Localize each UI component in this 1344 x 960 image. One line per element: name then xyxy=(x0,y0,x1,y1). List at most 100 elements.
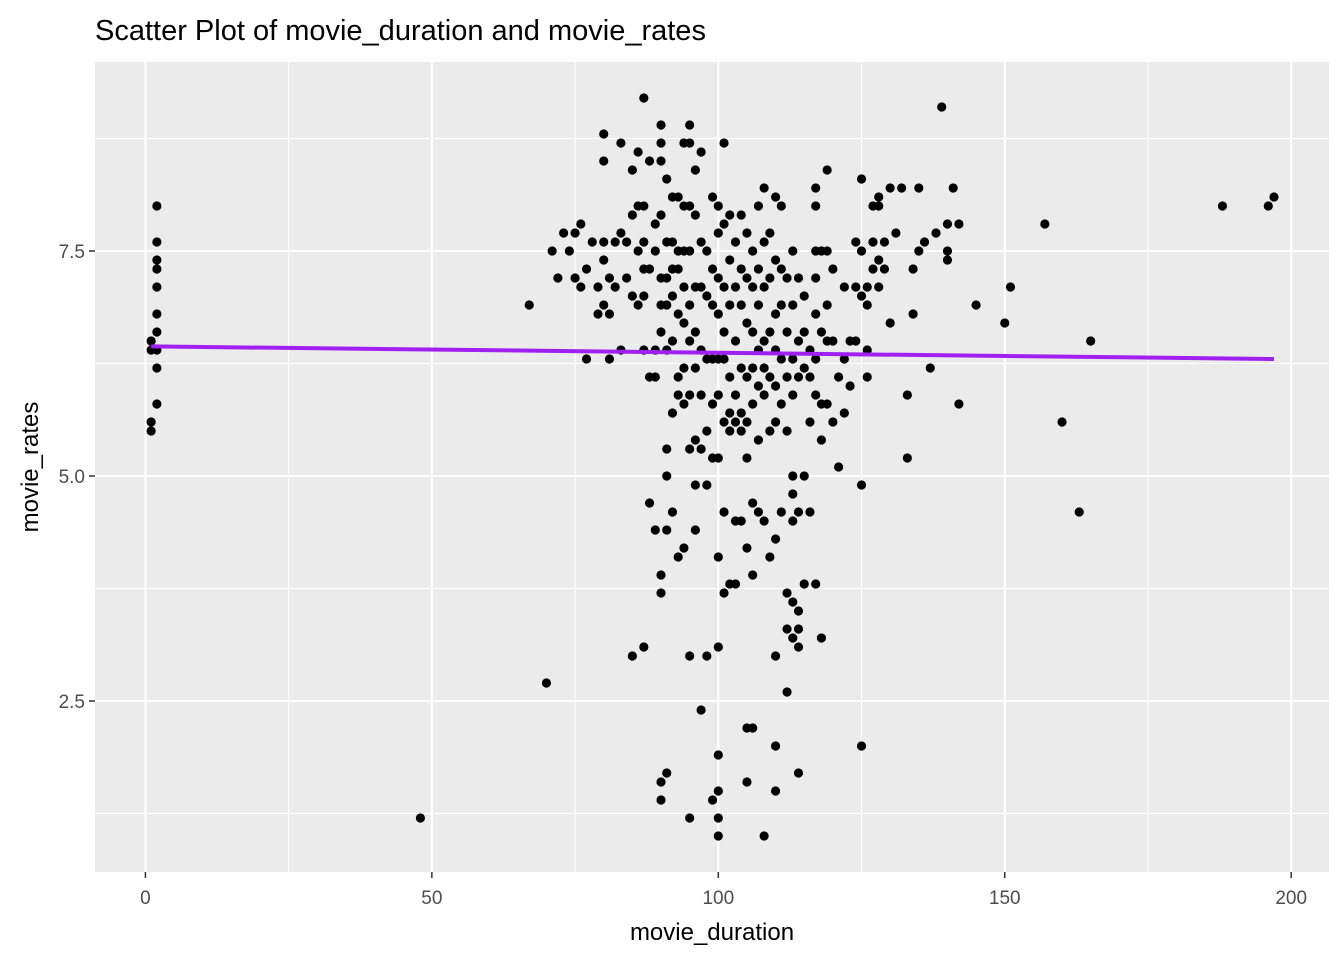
data-point xyxy=(788,246,798,256)
y-tick-label: 2.5 xyxy=(59,692,85,713)
data-point xyxy=(685,444,695,454)
data-point xyxy=(759,831,769,841)
x-tick-label: 100 xyxy=(702,888,734,909)
data-point xyxy=(633,246,643,256)
data-point xyxy=(862,282,872,292)
data-point xyxy=(1057,417,1067,427)
data-point xyxy=(834,462,844,472)
data-point xyxy=(690,480,700,490)
data-point xyxy=(788,390,798,400)
data-point xyxy=(770,534,781,544)
data-point xyxy=(673,552,683,562)
data-point xyxy=(845,381,855,391)
data-point xyxy=(765,273,775,283)
y-axis-title: movie_rates xyxy=(17,402,44,533)
data-point xyxy=(633,147,643,157)
data-point xyxy=(627,291,637,301)
data-point xyxy=(765,552,775,562)
data-point xyxy=(856,174,867,184)
data-point xyxy=(616,138,626,148)
x-tick-label: 150 xyxy=(989,888,1021,909)
data-point xyxy=(736,408,746,418)
data-point xyxy=(713,228,723,238)
data-point xyxy=(954,399,964,409)
data-point xyxy=(690,210,700,220)
data-point xyxy=(828,417,838,427)
data-point xyxy=(152,309,162,319)
data-point xyxy=(914,183,924,193)
data-point xyxy=(679,318,689,328)
data-point xyxy=(685,138,695,148)
data-point xyxy=(662,525,672,535)
data-point xyxy=(581,354,592,364)
data-point xyxy=(811,273,821,283)
data-point xyxy=(776,507,786,517)
data-points xyxy=(146,93,1279,841)
data-point xyxy=(776,300,786,310)
data-point xyxy=(696,237,706,247)
data-point xyxy=(656,138,666,148)
data-point xyxy=(730,282,741,292)
data-point xyxy=(742,777,752,787)
data-point xyxy=(942,255,953,265)
data-point xyxy=(719,219,729,229)
data-point xyxy=(581,264,592,274)
data-point xyxy=(730,237,741,247)
data-point xyxy=(799,579,809,589)
data-point xyxy=(748,570,758,580)
data-point xyxy=(799,471,809,481)
data-point xyxy=(776,201,786,211)
data-point xyxy=(748,723,758,733)
data-point xyxy=(707,192,718,202)
data-point xyxy=(667,507,678,517)
data-point xyxy=(879,264,890,274)
data-point xyxy=(748,399,758,409)
data-point xyxy=(759,363,769,373)
data-point xyxy=(748,363,758,373)
data-point xyxy=(816,633,827,643)
data-point xyxy=(770,309,781,319)
data-point xyxy=(685,336,695,346)
x-tick-label: 0 xyxy=(140,888,151,909)
data-point xyxy=(799,291,809,301)
data-point xyxy=(799,327,809,337)
data-point xyxy=(736,264,746,274)
data-point xyxy=(851,237,861,247)
data-point xyxy=(633,300,643,310)
data-point xyxy=(874,201,884,211)
data-point xyxy=(622,237,632,247)
data-point xyxy=(662,300,672,310)
data-point xyxy=(839,408,849,418)
data-point xyxy=(908,264,918,274)
data-point xyxy=(793,768,804,778)
data-point xyxy=(719,507,729,517)
data-point xyxy=(152,255,162,265)
data-point xyxy=(748,327,758,337)
data-point xyxy=(627,651,637,661)
data-point xyxy=(753,201,764,211)
data-point xyxy=(822,399,832,409)
data-point xyxy=(639,237,649,247)
data-point xyxy=(725,372,735,382)
data-point xyxy=(788,471,798,481)
data-point xyxy=(713,453,723,463)
data-point xyxy=(862,372,872,382)
data-point xyxy=(656,120,666,130)
data-point xyxy=(851,336,861,346)
data-point xyxy=(570,228,580,238)
data-point xyxy=(690,327,700,337)
data-point xyxy=(793,507,804,517)
data-point xyxy=(805,372,815,382)
data-point xyxy=(1074,507,1084,517)
data-point xyxy=(667,291,678,301)
data-point xyxy=(788,516,798,526)
data-point xyxy=(885,183,895,193)
data-point xyxy=(713,201,723,211)
data-point xyxy=(707,264,718,274)
data-point xyxy=(897,183,907,193)
data-point xyxy=(862,345,872,355)
data-point xyxy=(667,336,678,346)
data-point xyxy=(793,273,804,283)
data-point xyxy=(788,633,798,643)
